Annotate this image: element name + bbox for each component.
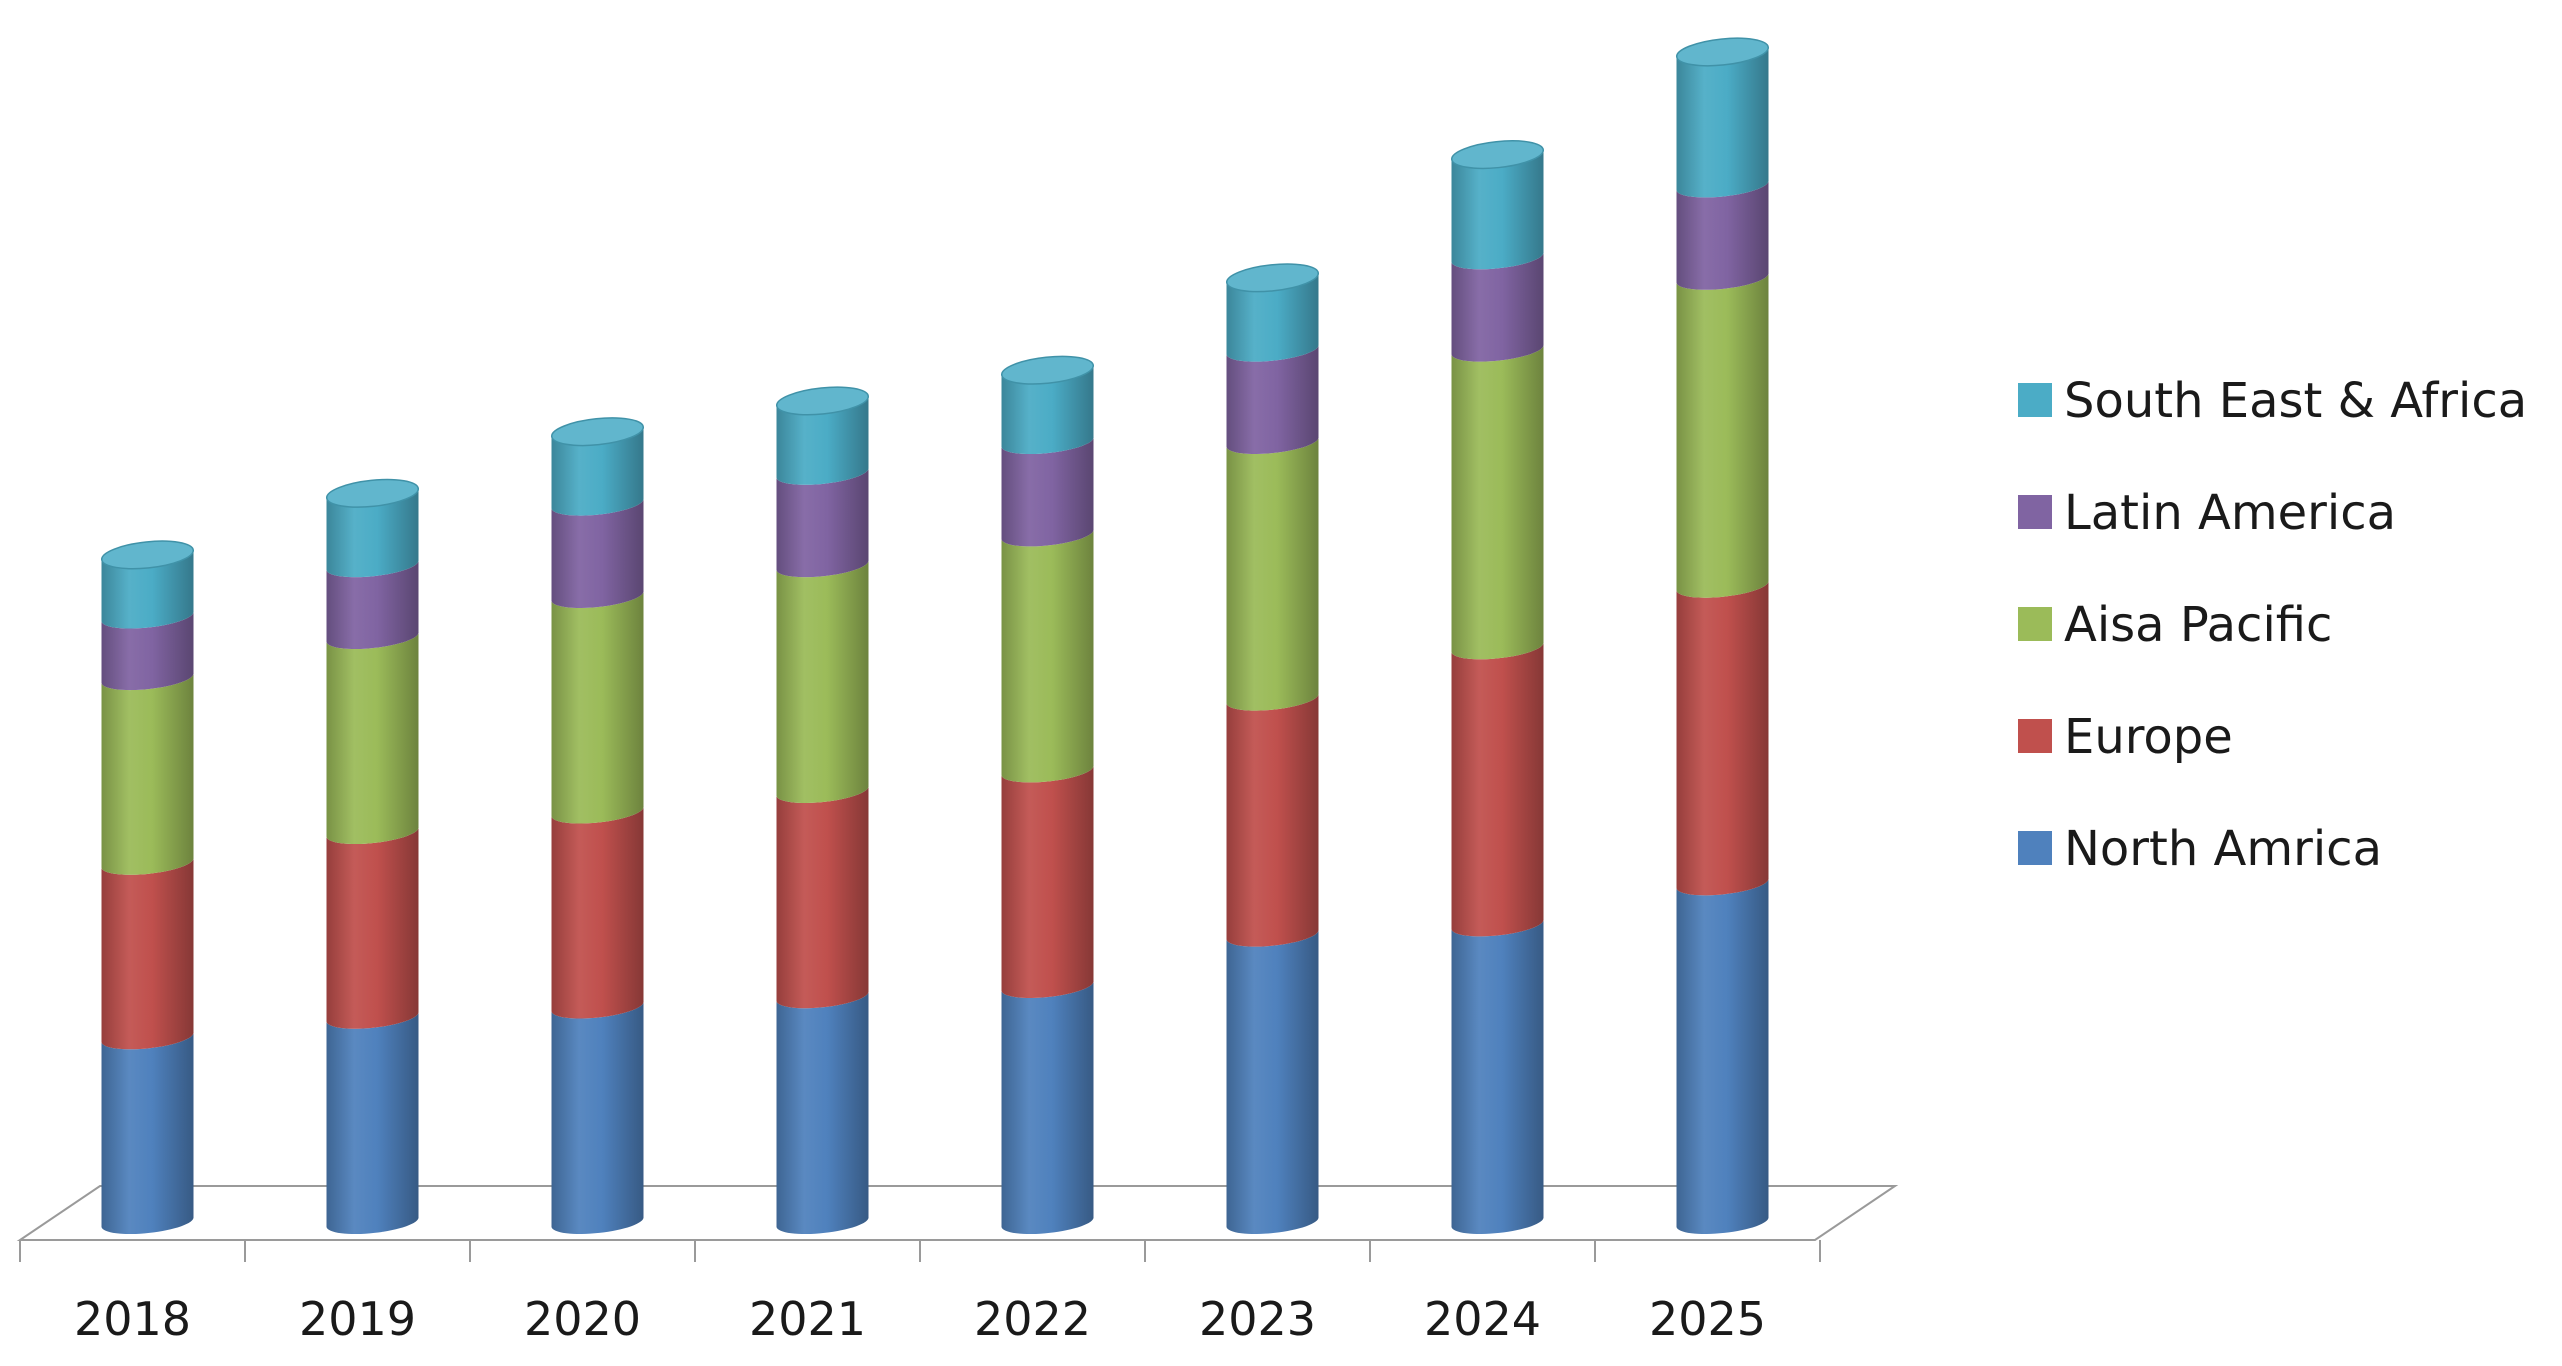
bar-2022-aisa-pacific xyxy=(1001,529,1094,783)
bar-2022-south-east-africa xyxy=(1001,365,1094,455)
bar-2021-north-amrica xyxy=(776,991,869,1235)
bar-2024-latin-america xyxy=(1451,252,1544,362)
bars xyxy=(100,37,1770,1235)
bar-2022-latin-america xyxy=(1001,437,1094,547)
bar-2019-europe xyxy=(326,827,419,1029)
chart-floor-plane xyxy=(16,1185,1899,1241)
bar-2018-latin-america xyxy=(101,611,194,691)
bar-stack-2018 xyxy=(100,540,195,1235)
legend-item-aisa-pacific: Aisa Pacific xyxy=(2018,597,2332,653)
bar-2025-europe xyxy=(1676,580,1769,896)
legend-item-europe: Europe xyxy=(2018,709,2233,765)
bar-2021-aisa-pacific xyxy=(776,560,869,803)
bar-2019-latin-america xyxy=(326,560,419,650)
bar-stack-2025 xyxy=(1675,37,1770,1235)
bar-2024-europe xyxy=(1451,642,1544,937)
bar-top-cap-2021 xyxy=(775,386,870,416)
x-tick-label-2022: 2022 xyxy=(974,1292,1091,1346)
bar-top-cap-2020 xyxy=(550,417,645,447)
chart-floor xyxy=(16,1185,1899,1241)
x-tick-label-2021: 2021 xyxy=(749,1292,866,1346)
bar-2020-south-east-africa xyxy=(551,426,644,516)
bar-2023-north-amrica xyxy=(1226,929,1319,1235)
bar-2018-europe xyxy=(101,857,194,1050)
bar-2020-aisa-pacific xyxy=(551,590,644,824)
bar-2021-latin-america xyxy=(776,467,869,578)
bar-2018-south-east-africa xyxy=(101,549,194,629)
bar-2025-south-east-africa xyxy=(1676,47,1769,198)
bar-2024-north-amrica xyxy=(1451,919,1544,1235)
bar-2022-north-amrica xyxy=(1001,980,1094,1235)
legend-swatch xyxy=(2018,831,2052,865)
bar-stack-2019 xyxy=(325,478,420,1235)
legend: South East & Africa Latin America Aisa Pac… xyxy=(2018,373,2527,877)
bar-2022-europe xyxy=(1001,765,1094,998)
bar-top-cap-2019 xyxy=(325,478,420,508)
legend-swatch xyxy=(2018,383,2052,417)
legend-swatch xyxy=(2018,719,2052,753)
bar-stack-2023 xyxy=(1225,263,1320,1235)
legend-swatch xyxy=(2018,607,2052,641)
bar-2019-north-amrica xyxy=(326,1011,419,1235)
bar-2023-europe xyxy=(1226,693,1319,947)
bar-top-cap-2022 xyxy=(1000,355,1095,385)
x-tick-label-2020: 2020 xyxy=(524,1292,641,1346)
bar-2020-europe xyxy=(551,806,644,1019)
bar-2018-aisa-pacific xyxy=(101,673,194,875)
bar-2021-europe xyxy=(776,785,869,1009)
bar-stack-2024 xyxy=(1450,140,1545,1235)
bar-2018-north-amrica xyxy=(101,1032,194,1235)
bar-2019-aisa-pacific xyxy=(326,632,419,845)
legend-item-north-amrica: North Amrica xyxy=(2018,821,2382,877)
legend-label: Europe xyxy=(2064,709,2233,765)
x-tick-label-2024: 2024 xyxy=(1424,1292,1541,1346)
bar-2025-aisa-pacific xyxy=(1676,272,1769,598)
bar-stack-2020 xyxy=(550,417,645,1235)
x-tick-label-2023: 2023 xyxy=(1199,1292,1316,1346)
legend-item-latin-america: Latin America xyxy=(2018,485,2396,541)
bar-2024-south-east-africa xyxy=(1451,149,1544,270)
bar-2020-latin-america xyxy=(551,498,644,608)
legend-label: North Amrica xyxy=(2064,821,2382,877)
bar-2020-north-amrica xyxy=(551,1001,644,1235)
legend-label: Aisa Pacific xyxy=(2064,597,2332,653)
bar-stack-2022 xyxy=(1000,355,1095,1235)
x-tick-label-2019: 2019 xyxy=(299,1292,416,1346)
bar-2025-north-amrica xyxy=(1676,878,1769,1235)
x-axis: 2018 2019 2020 2021 2022 2023 2024 2025 xyxy=(19,1239,1821,1346)
bar-top-cap-2023 xyxy=(1225,263,1320,293)
bar-2023-latin-america xyxy=(1226,344,1319,455)
legend-item-south-east-africa: South East & Africa xyxy=(2018,373,2527,429)
legend-label: Latin America xyxy=(2064,485,2396,541)
legend-swatch xyxy=(2018,495,2052,529)
bar-2023-aisa-pacific xyxy=(1226,437,1319,711)
bar-2023-south-east-africa xyxy=(1226,272,1319,362)
bar-2024-aisa-pacific xyxy=(1451,344,1544,660)
x-tick-label-2025: 2025 xyxy=(1649,1292,1766,1346)
bar-top-cap-2018 xyxy=(100,540,195,570)
bar-stack-2021 xyxy=(775,386,870,1235)
legend-label: South East & Africa xyxy=(2064,373,2527,429)
bar-2021-south-east-africa xyxy=(776,395,869,485)
bar-2025-latin-america xyxy=(1676,180,1769,290)
bar-2019-south-east-africa xyxy=(326,488,419,578)
x-tick-label-2018: 2018 xyxy=(74,1292,191,1346)
bar-top-cap-2024 xyxy=(1450,140,1545,170)
bar-top-cap-2025 xyxy=(1675,37,1770,67)
